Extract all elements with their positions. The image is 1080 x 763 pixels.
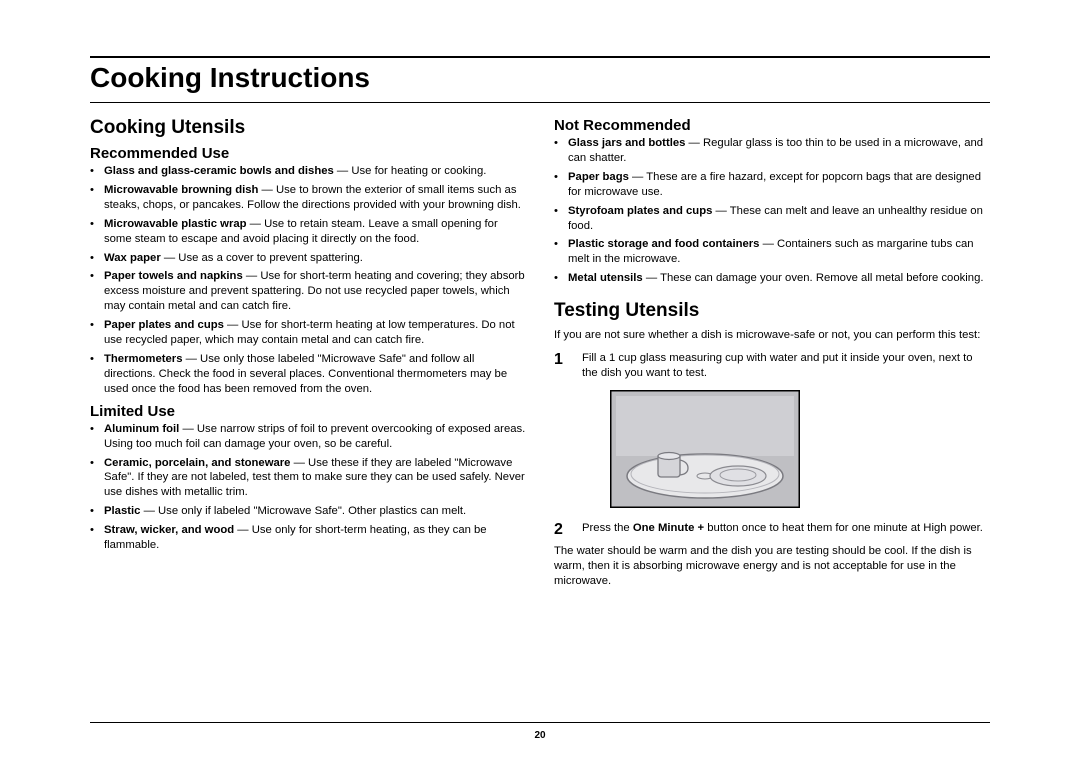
step-text-pre: Press the [582, 522, 633, 534]
item-rest: — Use only if labeled "Microwave Safe". … [140, 505, 466, 517]
list-item: Metal utensils — These can damage your o… [554, 271, 990, 286]
turntable-illustration-icon [610, 390, 800, 508]
page-number: 20 [0, 730, 1080, 741]
item-lead: Paper towels and napkins [104, 270, 243, 282]
item-lead: Styrofoam plates and cups [568, 205, 712, 217]
list-item: Paper bags — These are a fire hazard, ex… [554, 170, 990, 200]
testing-steps: 1 Fill a 1 cup glass measuring cup with … [554, 351, 990, 536]
testing-utensils-heading: Testing Utensils [554, 300, 990, 322]
microwave-illustration [610, 390, 990, 513]
list-item: Microwavable plastic wrap — Use to retai… [90, 217, 526, 247]
item-lead: Plastic storage and food containers [568, 238, 759, 250]
item-lead: Microwavable browning dish [104, 184, 258, 196]
list-item: Glass and glass-ceramic bowls and dishes… [90, 164, 526, 179]
step-number: 2 [554, 519, 563, 540]
step-1: 1 Fill a 1 cup glass measuring cup with … [554, 351, 990, 512]
page-title: Cooking Instructions [90, 62, 990, 94]
manual-page: Cooking Instructions Cooking Utensils Re… [0, 0, 1080, 763]
item-lead: Microwavable plastic wrap [104, 218, 247, 230]
item-lead: Paper plates and cups [104, 319, 224, 331]
testing-intro: If you are not sure whether a dish is mi… [554, 328, 990, 343]
list-item: Glass jars and bottles — Regular glass i… [554, 136, 990, 166]
title-rule [90, 102, 990, 103]
list-item: Thermometers — Use only those labeled "M… [90, 352, 526, 397]
right-column: Not Recommended Glass jars and bottles —… [554, 113, 990, 595]
not-recommended-list: Glass jars and bottles — Regular glass i… [554, 136, 990, 286]
recommended-use-heading: Recommended Use [90, 145, 526, 162]
item-lead: Thermometers [104, 353, 182, 365]
left-column: Cooking Utensils Recommended Use Glass a… [90, 113, 526, 595]
list-item: Microwavable browning dish — Use to brow… [90, 183, 526, 213]
item-lead: Straw, wicker, and wood [104, 524, 234, 536]
item-lead: Wax paper [104, 252, 161, 264]
not-recommended-heading: Not Recommended [554, 117, 990, 134]
list-item: Plastic storage and food containers — Co… [554, 237, 990, 267]
item-rest: — These can damage your oven. Remove all… [643, 272, 984, 284]
list-item: Paper towels and napkins — Use for short… [90, 269, 526, 314]
item-lead: Metal utensils [568, 272, 643, 284]
top-rule [90, 56, 990, 58]
limited-use-list: Aluminum foil — Use narrow strips of foi… [90, 422, 526, 553]
list-item: Paper plates and cups — Use for short-te… [90, 318, 526, 348]
recommended-use-list: Glass and glass-ceramic bowls and dishes… [90, 164, 526, 397]
item-lead: Glass and glass-ceramic bowls and dishes [104, 165, 334, 177]
item-lead: Plastic [104, 505, 140, 517]
limited-use-heading: Limited Use [90, 403, 526, 420]
list-item: Straw, wicker, and wood — Use only for s… [90, 523, 526, 553]
step-text-bold: One Minute + [633, 522, 704, 534]
item-lead: Paper bags [568, 171, 629, 183]
step-text: Fill a 1 cup glass measuring cup with wa… [582, 352, 973, 379]
item-rest: — These are a fire hazard, except for po… [568, 171, 981, 198]
two-column-layout: Cooking Utensils Recommended Use Glass a… [90, 113, 990, 595]
list-item: Plastic — Use only if labeled "Microwave… [90, 504, 526, 519]
item-rest: — Use for heating or cooking. [334, 165, 487, 177]
item-lead: Ceramic, porcelain, and stoneware [104, 457, 290, 469]
list-item: Styrofoam plates and cups — These can me… [554, 204, 990, 234]
testing-outro: The water should be warm and the dish yo… [554, 544, 990, 589]
item-lead: Glass jars and bottles [568, 137, 685, 149]
bottom-rule [90, 722, 990, 723]
cooking-utensils-heading: Cooking Utensils [90, 117, 526, 139]
item-lead: Aluminum foil [104, 423, 179, 435]
step-text-post: button once to heat them for one minute … [704, 522, 983, 534]
list-item: Aluminum foil — Use narrow strips of foi… [90, 422, 526, 452]
list-item: Wax paper — Use as a cover to prevent sp… [90, 251, 526, 266]
list-item: Ceramic, porcelain, and stoneware — Use … [90, 456, 526, 501]
step-2: 2 Press the One Minute + button once to … [554, 521, 990, 536]
item-rest: — Use as a cover to prevent spattering. [161, 252, 363, 264]
step-number: 1 [554, 349, 563, 370]
